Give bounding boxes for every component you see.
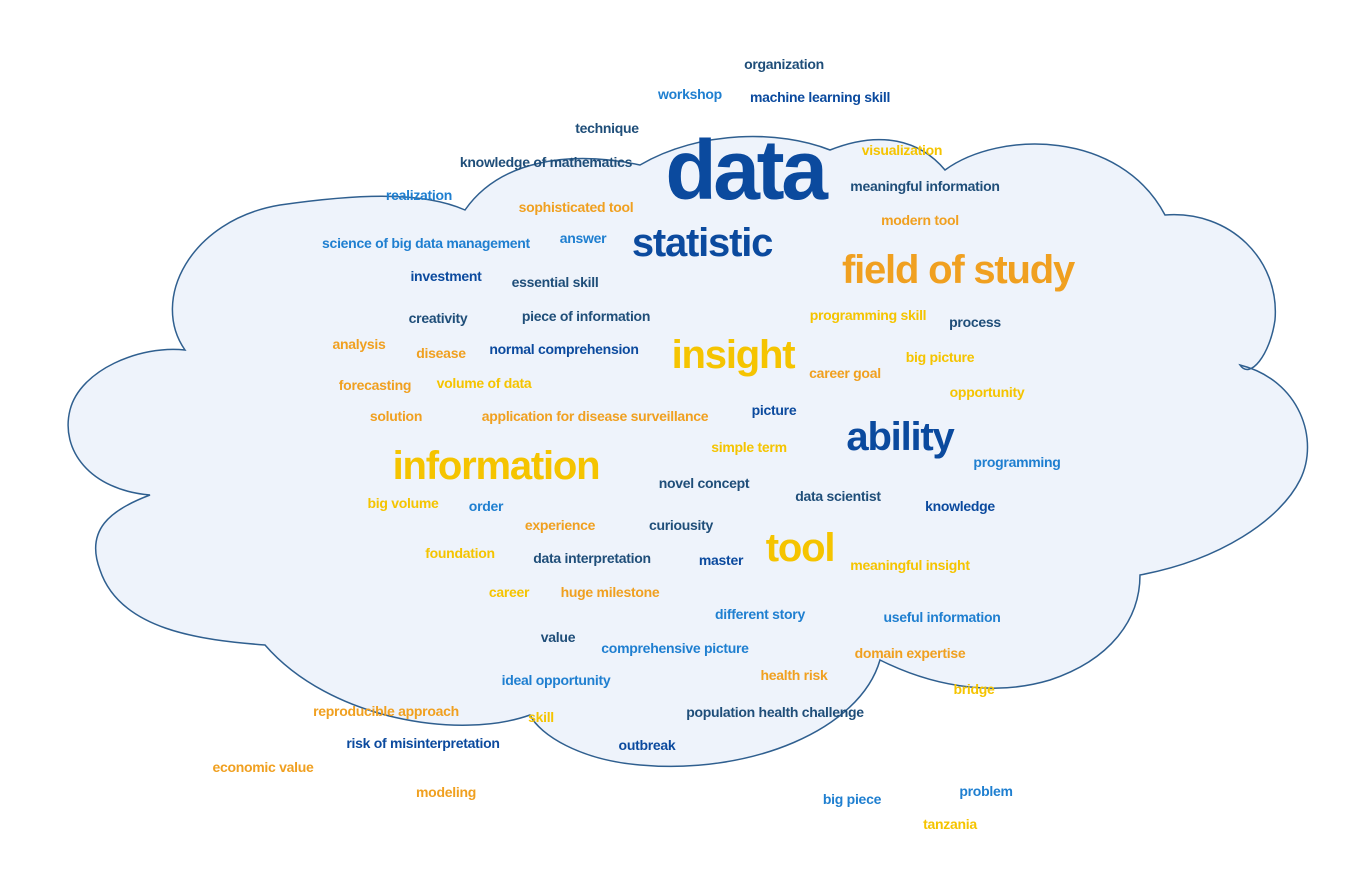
word-creativity: creativity xyxy=(408,310,468,326)
word-disease: disease xyxy=(416,345,466,361)
word-knowledge-of-mathematics: knowledge of mathematics xyxy=(459,154,633,170)
word-useful-information: useful information xyxy=(883,609,1001,625)
word-bridge: bridge xyxy=(953,681,995,697)
word-investment: investment xyxy=(410,268,482,284)
word-tanzania: tanzania xyxy=(923,816,977,832)
word-order: order xyxy=(468,498,504,514)
word-workshop: workshop xyxy=(658,86,722,102)
word-population-health-challenge: population health challenge xyxy=(686,704,864,720)
word-normal-comprehension: normal comprehension xyxy=(489,341,639,357)
word-experience: experience xyxy=(524,517,596,533)
word-huge-milestone: huge milestone xyxy=(560,584,660,600)
word-career: career xyxy=(488,584,530,600)
word-different-story: different story xyxy=(715,606,805,622)
word-volume-of-data: volume of data xyxy=(436,375,532,391)
word-knowledge: knowledge xyxy=(925,498,995,514)
word-field-of-study: field of study xyxy=(841,248,1075,292)
word-curiousity: curiousity xyxy=(648,517,714,533)
word-insight: insight xyxy=(671,333,796,377)
word-programming-skill: programming skill xyxy=(809,307,927,323)
word-big-volume: big volume xyxy=(367,495,439,511)
word-reproducible-approach: reproducible approach xyxy=(313,703,459,719)
word-tool: tool xyxy=(765,526,836,570)
word-organization: organization xyxy=(744,56,824,72)
word-information: information xyxy=(392,444,601,488)
word-career-goal: career goal xyxy=(809,365,881,381)
word-domain-expertise: domain expertise xyxy=(854,645,966,661)
word-foundation: foundation xyxy=(425,545,495,561)
word-data-interpretation: data interpretation xyxy=(533,550,651,566)
word-meaningful-information: meaningful information xyxy=(850,178,1000,194)
word-meaningful-insight: meaningful insight xyxy=(850,557,970,573)
word-comprehensive-picture: comprehensive picture xyxy=(601,640,749,656)
word-economic-value: economic value xyxy=(212,759,314,775)
word-sophisticated-tool: sophisticated tool xyxy=(518,199,634,215)
word-risk-of-misinterpretation: risk of misinterpretation xyxy=(346,735,500,751)
word-data: data xyxy=(665,123,828,217)
word-health-risk: health risk xyxy=(760,667,828,683)
word-answer: answer xyxy=(559,230,607,246)
word-picture: picture xyxy=(751,402,797,418)
word-big-piece: big piece xyxy=(822,791,882,807)
word-ability: ability xyxy=(846,415,954,459)
word-modeling: modeling xyxy=(416,784,476,800)
word-science-of-big-data-management: science of big data management xyxy=(322,235,530,251)
word-process: process xyxy=(949,314,1001,330)
word-skill: skill xyxy=(528,709,554,725)
word-novel-concept: novel concept xyxy=(658,475,750,491)
word-big-picture: big picture xyxy=(905,349,975,365)
word-problem: problem xyxy=(959,783,1013,799)
word-opportunity: opportunity xyxy=(949,384,1025,400)
word-piece-of-information: piece of information xyxy=(521,308,651,324)
word-visualization: visualization xyxy=(861,142,943,158)
word-statistic: statistic xyxy=(631,221,774,265)
word-value: value xyxy=(540,629,576,645)
word-data-scientist: data scientist xyxy=(795,488,881,504)
word-analysis: analysis xyxy=(332,336,386,352)
word-solution: solution xyxy=(369,408,423,424)
word-realization: realization xyxy=(385,187,453,203)
word-application-for-disease-surveillance: application for disease surveillance xyxy=(481,408,709,424)
word-simple-term: simple term xyxy=(711,439,787,455)
word-master: master xyxy=(698,552,744,568)
word-essential-skill: essential skill xyxy=(511,274,599,290)
word-outbreak: outbreak xyxy=(618,737,676,753)
word-ideal-opportunity: ideal opportunity xyxy=(501,672,611,688)
word-technique: technique xyxy=(575,120,639,136)
word-programming: programming xyxy=(973,454,1061,470)
word-modern-tool: modern tool xyxy=(881,212,959,228)
cloud-outline xyxy=(67,135,1309,768)
word-machine-learning-skill: machine learning skill xyxy=(749,89,891,105)
word-forecasting: forecasting xyxy=(338,377,412,393)
